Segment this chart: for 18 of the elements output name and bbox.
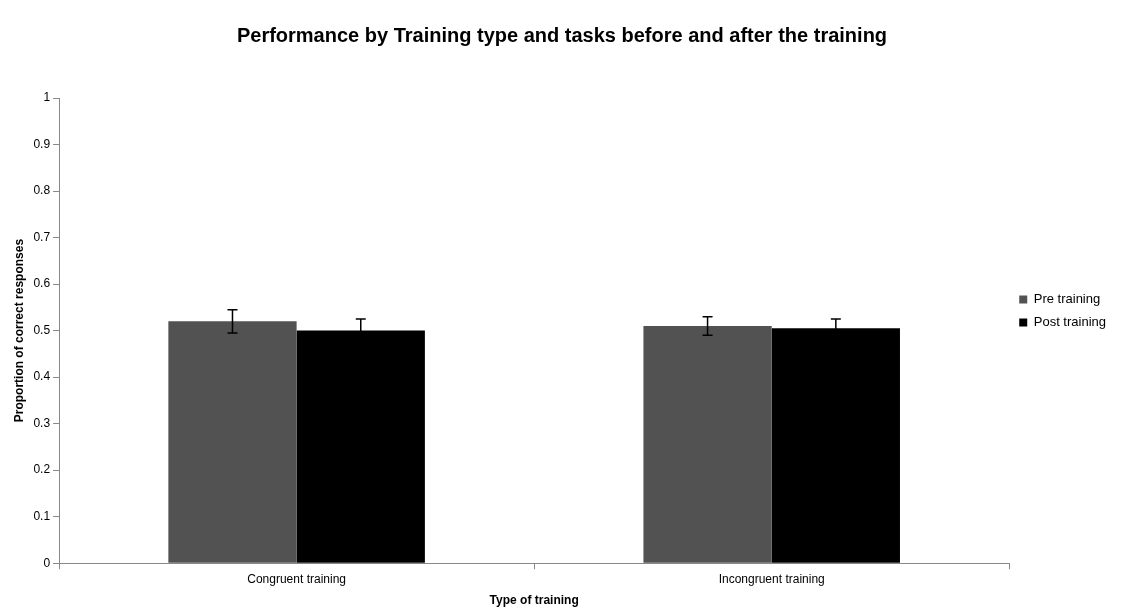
y-tick-label: 0.9 (33, 136, 51, 151)
y-tick-label: 0.6 (33, 276, 51, 291)
x-axis-title: Type of training (489, 593, 579, 608)
y-tick-label: 0.8 (33, 183, 51, 198)
y-tick-label: 0.4 (33, 369, 51, 384)
y-tick-label: 0.3 (33, 415, 51, 430)
y-tick-label: 0.7 (33, 229, 51, 244)
y-tick-label: 0 (43, 555, 51, 570)
x-tick-label: Incongruent training (718, 571, 825, 586)
y-tick-label: 0.1 (33, 508, 51, 523)
x-tick-label: Congruent training (247, 571, 346, 586)
y-tick-label: 0.2 (33, 462, 51, 477)
y-tick-label: 0.5 (33, 322, 51, 337)
legend-label: Pre training (1033, 291, 1101, 307)
y-axis-title: Proportion of correct responses (11, 238, 26, 423)
legend-label: Post training (1033, 314, 1106, 330)
y-tick-label: 1 (43, 90, 51, 105)
chart-title: Performance by Training type and tasks before and after the training (236, 23, 888, 46)
